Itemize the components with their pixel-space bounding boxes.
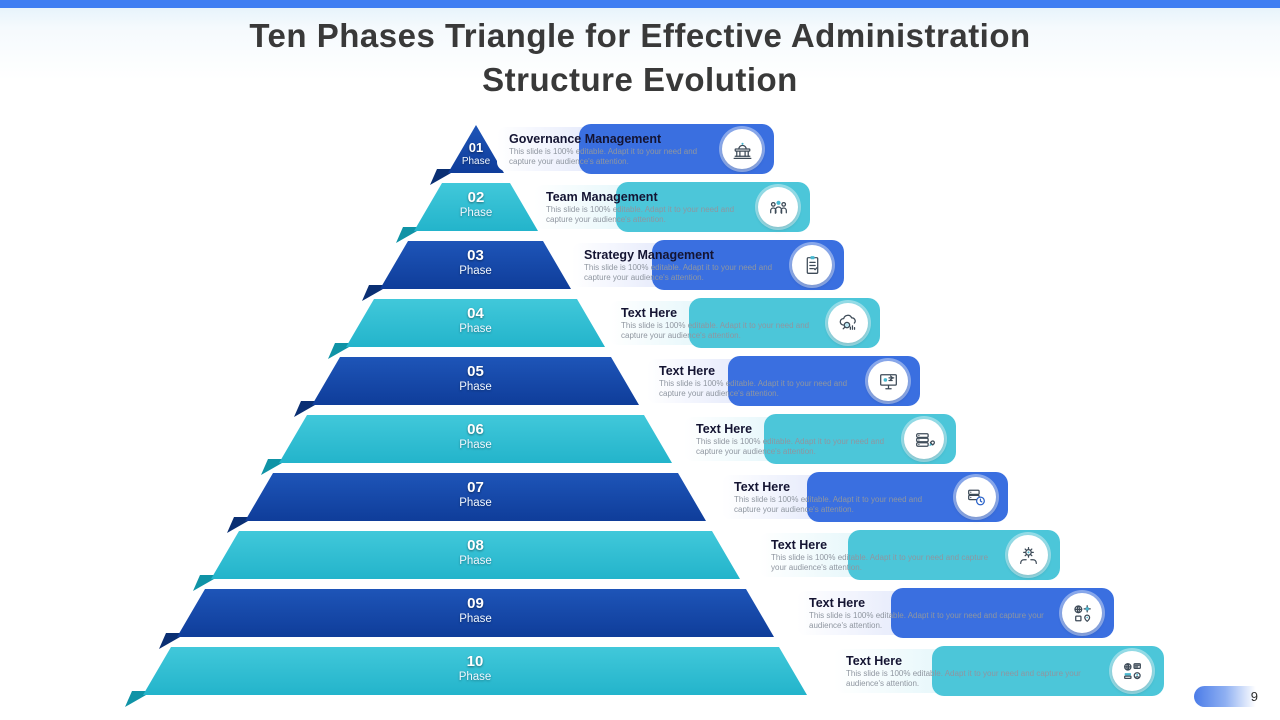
card-description: This slide is 100% editable. Adapt it to… — [809, 611, 1044, 631]
phase-number: 04 — [467, 305, 484, 322]
phase-label: Phase — [458, 671, 492, 683]
database-edit-icon — [904, 419, 944, 459]
phase-card-05[interactable]: Text Here This slide is 100% editable. A… — [647, 356, 920, 406]
pyramid-segment-09[interactable]: 09 Phase — [177, 589, 774, 637]
phase-label: Phase — [461, 156, 491, 167]
card-description: This slide is 100% editable. Adapt it to… — [846, 669, 1081, 689]
pyramid-segment-03[interactable]: 03 Phase — [380, 241, 571, 289]
pyramid-segment-10[interactable]: 10 Phase — [143, 647, 807, 695]
phase-label: Phase — [459, 497, 492, 509]
segment-shape — [346, 299, 605, 347]
phase-card-04[interactable]: Text Here This slide is 100% editable. A… — [609, 298, 880, 348]
phase-number: 07 — [467, 479, 484, 496]
strategy-clipboard-icon — [792, 245, 832, 285]
phase-label: Phase — [459, 323, 492, 335]
network-cluster-icon — [1112, 651, 1152, 691]
card-title: Text Here — [659, 364, 716, 378]
phase-card-01[interactable]: Governance Management This slide is 100%… — [497, 124, 774, 174]
pyramid-segment-07[interactable]: 07 Phase — [245, 473, 706, 521]
hands-gear-icon — [1008, 535, 1048, 575]
segment-shape — [211, 531, 740, 579]
global-settings-icon — [1062, 593, 1102, 633]
card-description: This slide is 100% editable. Adapt it to… — [509, 147, 698, 167]
segment-shape — [245, 473, 706, 521]
segment-shape — [312, 357, 639, 405]
card-description: This slide is 100% editable. Adapt it to… — [696, 437, 885, 457]
card-description: This slide is 100% editable. Adapt it to… — [546, 205, 735, 225]
pyramid-segment-02[interactable]: 02 Phase — [414, 183, 538, 231]
card-description: This slide is 100% editable. Adapt it to… — [584, 263, 773, 283]
pyramid-segment-08[interactable]: 08 Phase — [211, 531, 740, 579]
phase-card-10[interactable]: Text Here This slide is 100% editable. A… — [834, 646, 1164, 696]
page-number-badge: 9 — [1194, 686, 1264, 707]
phase-label: Phase — [459, 207, 493, 219]
phase-number: 05 — [467, 363, 484, 380]
page-number: 9 — [1250, 689, 1258, 704]
slide-title: Ten Phases Triangle for Effective Admini… — [249, 17, 1031, 98]
phase-number: 06 — [467, 421, 484, 438]
phase-card-03[interactable]: Strategy Management This slide is 100% e… — [572, 240, 844, 290]
phase-card-06[interactable]: Text Here This slide is 100% editable. A… — [684, 414, 956, 464]
segment-shape — [177, 589, 774, 637]
phase-label: Phase — [459, 265, 492, 277]
top-accent-bar — [0, 0, 1280, 8]
card-title: Text Here — [771, 538, 828, 552]
phase-label: Phase — [459, 381, 492, 393]
segment-shape — [143, 647, 807, 695]
phase-card-07[interactable]: Text Here This slide is 100% editable. A… — [722, 472, 1008, 522]
card-title: Text Here — [809, 596, 866, 610]
phase-number: 01 — [468, 140, 484, 155]
pyramid-segment-01[interactable]: 01 Phase — [448, 125, 504, 173]
segment-shape — [380, 241, 571, 289]
phase-number: 03 — [467, 247, 484, 264]
card-title: Text Here — [846, 654, 903, 668]
phase-card-09[interactable]: Text Here This slide is 100% editable. A… — [797, 588, 1114, 638]
card-title: Text Here — [696, 422, 753, 436]
card-title: Governance Management — [509, 132, 662, 146]
phase-label: Phase — [459, 439, 492, 451]
phase-label: Phase — [459, 613, 492, 625]
card-description: This slide is 100% editable. Adapt it to… — [771, 553, 989, 573]
phase-number: 09 — [467, 595, 484, 612]
card-title: Text Here — [621, 306, 678, 320]
monitor-settings-icon — [868, 361, 908, 401]
card-title: Text Here — [734, 480, 791, 494]
card-description: This slide is 100% editable. Adapt it to… — [734, 495, 923, 515]
pyramid-segment-06[interactable]: 06 Phase — [279, 415, 672, 463]
segment-shape — [279, 415, 672, 463]
card-description: This slide is 100% editable. Adapt it to… — [659, 379, 848, 399]
phase-number: 08 — [467, 537, 484, 554]
governance-building-icon — [722, 129, 762, 169]
pyramid-segment-04[interactable]: 04 Phase — [346, 299, 605, 347]
server-clock-icon — [956, 477, 996, 517]
phase-number: 10 — [466, 653, 484, 670]
phase-label: Phase — [459, 555, 492, 567]
pyramid-segment-05[interactable]: 05 Phase — [312, 357, 639, 405]
card-description: This slide is 100% editable. Adapt it to… — [621, 321, 810, 341]
phase-number: 02 — [467, 189, 485, 206]
cloud-search-icon — [828, 303, 868, 343]
team-icon — [758, 187, 798, 227]
phase-card-02[interactable]: Team Management This slide is 100% edita… — [534, 182, 810, 232]
phase-card-08[interactable]: Text Here This slide is 100% editable. A… — [759, 530, 1060, 580]
card-title: Strategy Management — [584, 248, 714, 262]
card-title: Team Management — [546, 190, 658, 204]
